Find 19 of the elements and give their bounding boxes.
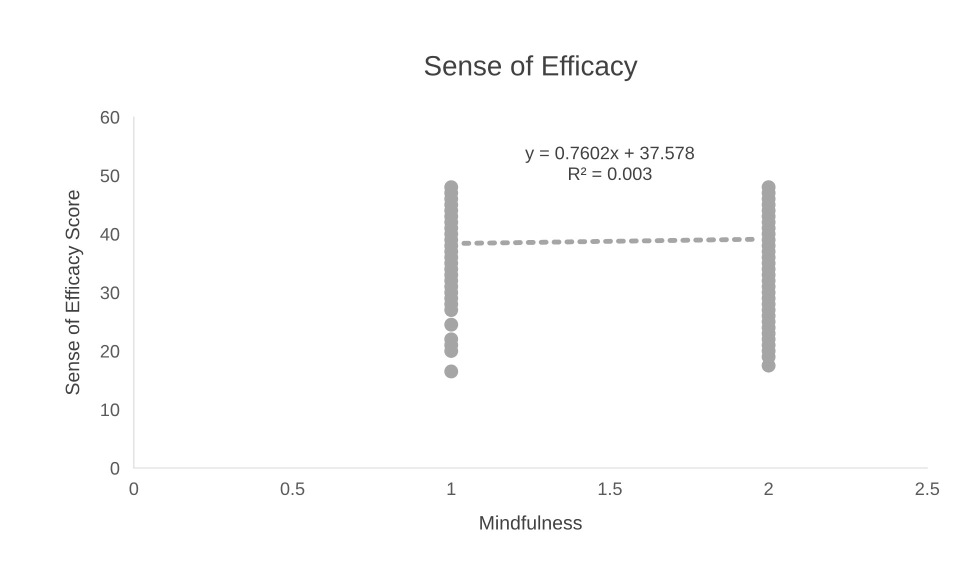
annotation: y = 0.7602x + 37.578 R² = 0.003 <box>525 146 694 180</box>
y-tick-label: 0 <box>110 462 120 475</box>
y-tick-label: 50 <box>100 169 120 182</box>
x-tick-label: 1.5 <box>598 482 622 496</box>
y-tick-label: 20 <box>100 344 120 358</box>
x-axis-title: Mindfulness <box>480 515 582 530</box>
x-tick-label: 1 <box>448 482 456 495</box>
x-tick-label: 2 <box>764 482 773 495</box>
y-tick-label: 10 <box>101 403 120 416</box>
y-tick-label: 60 <box>100 110 120 124</box>
x-tick-label: 0 <box>130 482 138 496</box>
point <box>444 318 458 332</box>
x-tick-label: 0.5 <box>280 482 304 496</box>
y-tick-label: 40 <box>100 228 120 241</box>
chart-title: Sense of Efficacy <box>424 55 638 82</box>
point <box>444 364 458 378</box>
y-tick-label: 30 <box>100 286 120 300</box>
x-tick-label: 2.5 <box>916 482 940 496</box>
y-axis-title: Sense of Efficacy Score <box>65 190 84 395</box>
